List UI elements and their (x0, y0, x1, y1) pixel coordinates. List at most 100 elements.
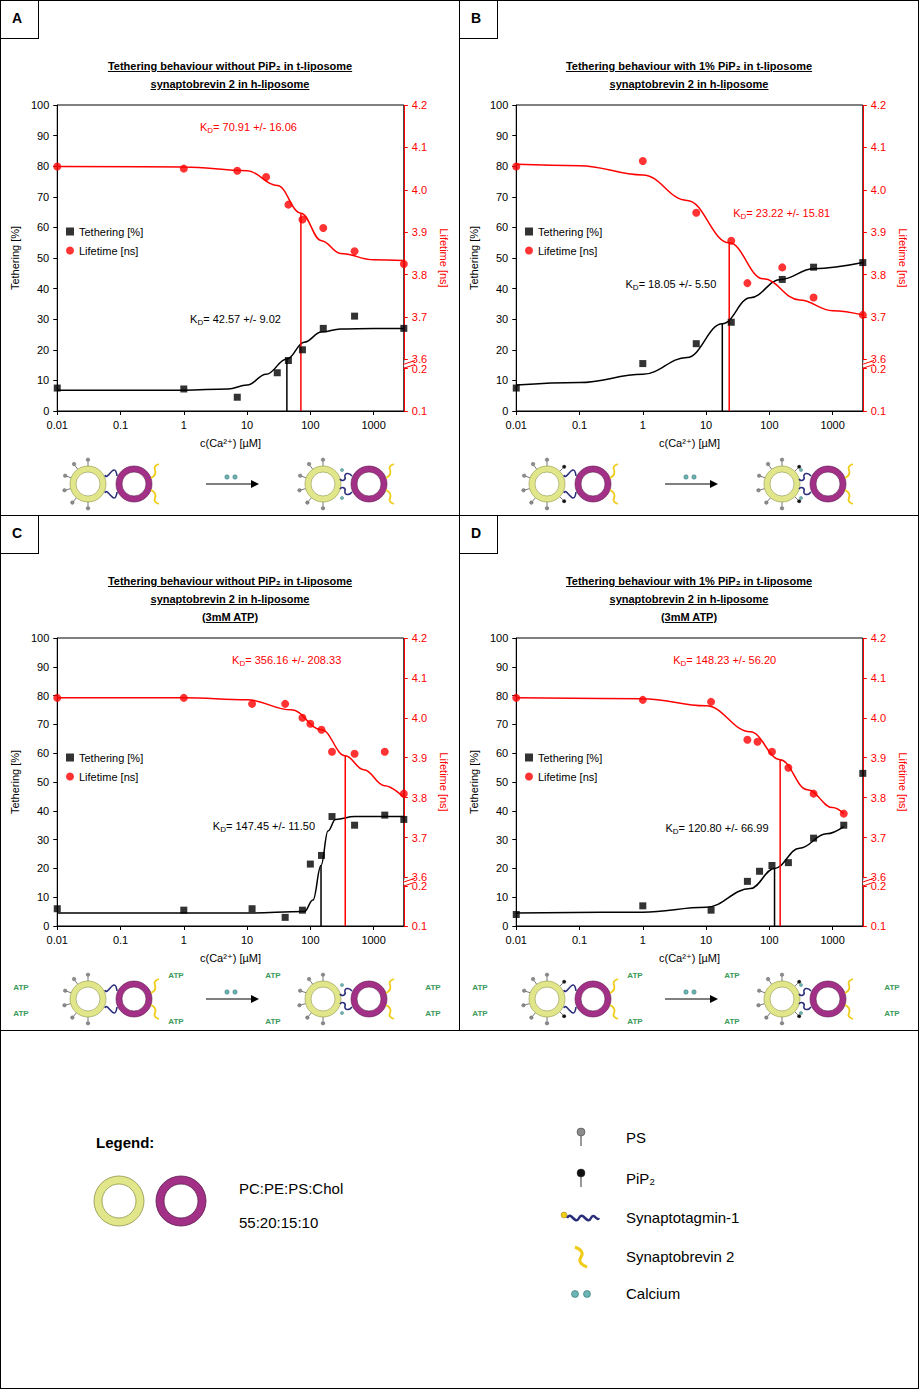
svg-text:10: 10 (37, 374, 49, 386)
svg-text:10: 10 (37, 891, 49, 903)
svg-text:D: D (633, 283, 639, 292)
svg-text:Legend:: Legend: (96, 1134, 154, 1151)
svg-text:0: 0 (502, 405, 508, 417)
svg-text:30: 30 (496, 834, 508, 846)
svg-text:c(Ca²⁺) [µM]: c(Ca²⁺) [µM] (659, 437, 720, 449)
svg-text:1: 1 (181, 934, 187, 946)
svg-text:Tethering [%]: Tethering [%] (79, 226, 143, 238)
svg-text:90: 90 (496, 661, 508, 673)
svg-text:3.6: 3.6 (412, 353, 427, 365)
svg-text:3.9: 3.9 (412, 226, 427, 238)
svg-text:ATP: ATP (884, 983, 900, 992)
svg-text:Lifetime [ns]: Lifetime [ns] (897, 228, 909, 287)
svg-text:= 356.16 +/- 208.33: = 356.16 +/- 208.33 (245, 654, 341, 666)
svg-text:70: 70 (37, 191, 49, 203)
svg-text:4.0: 4.0 (871, 712, 886, 724)
svg-text:ATP: ATP (627, 971, 643, 980)
svg-text:80: 80 (37, 160, 49, 172)
svg-text:1000: 1000 (361, 934, 385, 946)
svg-text:3.6: 3.6 (871, 871, 886, 883)
svg-text:0.1: 0.1 (113, 419, 128, 431)
svg-text:10: 10 (496, 891, 508, 903)
svg-text:Lifetime [ns]: Lifetime [ns] (538, 771, 597, 783)
svg-text:= 23.22 +/- 15.81: = 23.22 +/- 15.81 (746, 207, 830, 219)
svg-text:60: 60 (37, 747, 49, 759)
svg-text:60: 60 (496, 747, 508, 759)
svg-text:3.8: 3.8 (871, 269, 886, 281)
svg-text:0.01: 0.01 (47, 934, 68, 946)
svg-text:Calcium: Calcium (626, 1285, 680, 1302)
svg-text:60: 60 (37, 221, 49, 233)
svg-text:Lifetime [ns]: Lifetime [ns] (79, 245, 138, 257)
svg-text:PS: PS (626, 1129, 646, 1146)
svg-text:50: 50 (37, 776, 49, 788)
svg-text:ATP: ATP (627, 1017, 643, 1026)
svg-text:4.0: 4.0 (412, 712, 427, 724)
svg-text:1: 1 (181, 419, 187, 431)
svg-text:4.0: 4.0 (412, 184, 427, 196)
svg-text:= 70.91 +/- 16.06: = 70.91 +/- 16.06 (213, 121, 297, 133)
svg-text:Tethering [%]: Tethering [%] (468, 750, 480, 814)
svg-text:30: 30 (37, 313, 49, 325)
svg-text:100: 100 (760, 419, 778, 431)
svg-text:50: 50 (496, 252, 508, 264)
svg-text:40: 40 (37, 283, 49, 295)
svg-text:c(Ca²⁺) [µM]: c(Ca²⁺) [µM] (200, 437, 261, 449)
svg-text:4.2: 4.2 (871, 632, 886, 644)
svg-text:20: 20 (37, 344, 49, 356)
svg-text:= 120.80 +/- 66.99: = 120.80 +/- 66.99 (679, 822, 769, 834)
svg-text:0.1: 0.1 (412, 405, 427, 417)
svg-text:4.0: 4.0 (871, 184, 886, 196)
svg-text:ATP: ATP (724, 971, 740, 980)
svg-text:1: 1 (640, 934, 646, 946)
svg-text:100: 100 (760, 934, 778, 946)
svg-text:Synaptobrevin 2: Synaptobrevin 2 (626, 1248, 734, 1265)
svg-text:c(Ca²⁺) [µM]: c(Ca²⁺) [µM] (200, 952, 261, 964)
svg-text:D: D (220, 825, 226, 834)
svg-text:100: 100 (490, 632, 508, 644)
svg-text:20: 20 (37, 862, 49, 874)
svg-text:3.7: 3.7 (871, 832, 886, 844)
svg-text:ATP: ATP (425, 1009, 441, 1018)
svg-text:90: 90 (496, 130, 508, 142)
svg-text:50: 50 (37, 252, 49, 264)
svg-text:4.1: 4.1 (412, 672, 427, 684)
svg-text:Lifetime [ns]: Lifetime [ns] (438, 228, 450, 287)
svg-text:K: K (190, 313, 198, 325)
svg-text:3.7: 3.7 (412, 311, 427, 323)
svg-text:Lifetime [ns]: Lifetime [ns] (79, 771, 138, 783)
svg-text:= 42.57 +/- 9.02: = 42.57 +/- 9.02 (203, 313, 281, 325)
svg-text:100: 100 (301, 419, 319, 431)
svg-text:ATP: ATP (472, 983, 488, 992)
svg-text:Tethering [%]: Tethering [%] (9, 750, 21, 814)
svg-text:0: 0 (43, 920, 49, 932)
svg-text:= 18.05 +/- 5.50: = 18.05 +/- 5.50 (639, 278, 717, 290)
svg-text:ATP: ATP (168, 1017, 184, 1026)
svg-text:80: 80 (37, 690, 49, 702)
svg-text:4.2: 4.2 (871, 99, 886, 111)
svg-text:80: 80 (496, 690, 508, 702)
svg-text:100: 100 (31, 632, 49, 644)
svg-text:40: 40 (496, 283, 508, 295)
svg-text:PiP₂: PiP₂ (626, 1170, 655, 1187)
svg-text:30: 30 (37, 834, 49, 846)
svg-text:3.7: 3.7 (412, 832, 427, 844)
svg-text:55:20:15:10: 55:20:15:10 (239, 1214, 318, 1231)
svg-text:Lifetime [ns]: Lifetime [ns] (438, 752, 450, 811)
svg-text:20: 20 (496, 344, 508, 356)
svg-text:10: 10 (700, 934, 712, 946)
svg-text:50: 50 (496, 776, 508, 788)
svg-text:ATP: ATP (425, 983, 441, 992)
svg-text:4.1: 4.1 (871, 141, 886, 153)
svg-text:1000: 1000 (820, 934, 844, 946)
svg-text:ATP: ATP (265, 971, 281, 980)
svg-text:3.6: 3.6 (412, 871, 427, 883)
svg-text:0.1: 0.1 (871, 405, 886, 417)
svg-text:K: K (673, 654, 681, 666)
svg-text:3.6: 3.6 (871, 353, 886, 365)
svg-text:3.8: 3.8 (871, 792, 886, 804)
svg-text:0.01: 0.01 (506, 419, 527, 431)
svg-text:0.1: 0.1 (572, 934, 587, 946)
svg-text:0: 0 (43, 405, 49, 417)
svg-text:ATP: ATP (472, 1009, 488, 1018)
